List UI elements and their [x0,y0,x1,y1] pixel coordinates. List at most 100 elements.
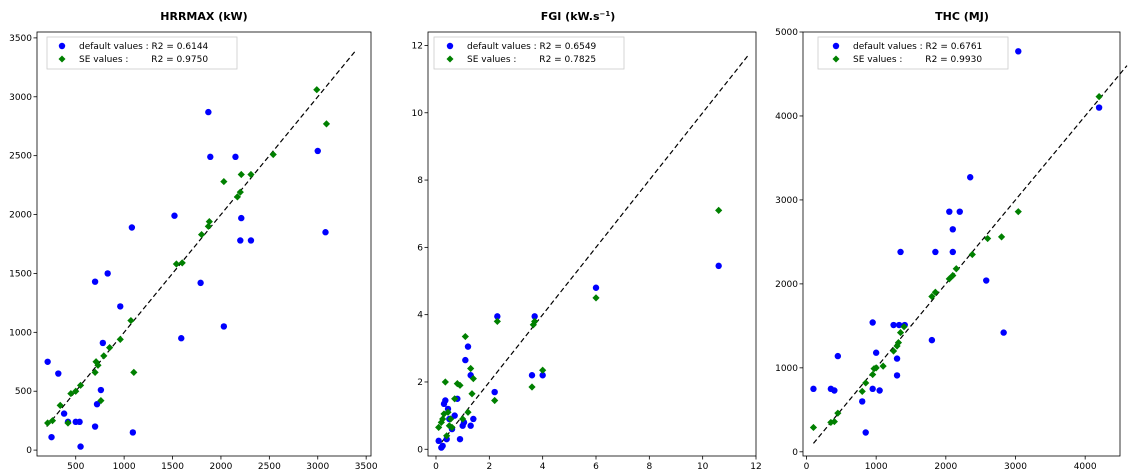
data-point-se [72,387,80,395]
data-point-default [207,153,214,161]
data-point-se [893,342,901,350]
data-point-default [715,262,722,270]
y-tick-label: 1500 [9,269,32,279]
x-tick-label: 0 [804,462,810,470]
data-point-se [91,368,99,376]
data-point-se [237,170,245,179]
y-tick-label: 3000 [775,196,798,206]
x-tick-label: 1000 [113,462,136,470]
data-point-se [106,344,114,352]
data-point-se [205,218,213,226]
x-tick-label: 2000 [209,462,232,470]
legend-label-default: default values : R2 = 0.6761 [853,42,982,52]
x-tick-label: 3000 [1004,462,1027,470]
data-point-se [889,347,898,355]
data-point-default [93,400,101,408]
data-point-se [439,415,447,423]
axis-ticks: 0 1000 2000 3000 4000 0 1000 2000 3000 4000 5000 [775,28,1097,470]
x-tick-label: 2 [486,462,492,470]
data-point-se [531,317,539,325]
data-point-se [97,397,105,405]
x-tick-label: 10 [697,462,709,470]
data-point-se [172,260,181,268]
data-point-se [872,364,880,372]
x-tick-label: 8 [646,462,652,470]
data-point-default [1000,329,1007,336]
x-tick-label: 4 [540,462,546,470]
y-tick-label: 1000 [9,328,32,338]
data-point-default [178,335,185,342]
data-point-se [204,222,212,230]
y-tick-label: 2500 [9,152,32,162]
data-point-se [76,381,85,389]
data-point-default [539,372,546,379]
data-point-se [236,188,244,196]
data-point-se [437,418,445,426]
data-point-se [968,250,976,259]
data-point-default [464,343,472,350]
data-point-se [453,380,461,388]
data-point-se [435,423,443,431]
data-point-default [869,385,876,393]
axis-ticks: 0 2 4 6 8 10 12 0 2 4 6 8 10 12 [412,41,762,470]
data-point-se [220,177,228,186]
data-point-se [467,364,475,373]
data-point-se [313,86,321,94]
y-tick-label: 3000 [9,93,32,103]
data-point-default [220,323,228,330]
y-tick-label: 2000 [775,280,798,290]
legend-label-se: SE values : R2 = 0.9930 [853,55,982,65]
data-point-se [464,408,472,416]
y-tick-label: 0 [417,445,423,455]
data-point-se [945,275,953,283]
data-point-default [462,356,469,364]
data-point-default [247,237,255,244]
data-point-se [444,408,452,416]
data-point-default [862,429,869,436]
data-point-default [456,435,464,443]
data-point-default [77,443,84,450]
chart-panel-hrrmax: HRRMAX (kW) 500 1000 1500 2000 2500 3000 3500 0… [9,10,378,470]
data-point-se [48,417,57,425]
data-point-se [528,383,536,391]
x-tick-label: 2000 [934,462,957,470]
data-marks [44,49,357,450]
data-point-default [470,415,477,423]
data-point-default [592,284,600,291]
data-point-se [827,418,835,427]
data-point-default [322,229,329,236]
data-marks [809,48,1128,444]
data-point-default [1095,104,1103,111]
plot-frame [427,31,757,457]
chart-title: THC (MJ) [935,10,989,23]
data-point-default [893,355,901,362]
data-point-default [897,248,904,256]
x-tick-label: 0 [433,462,439,470]
data-point-default [859,398,866,405]
legend-box [433,36,625,70]
y-tick-label: 4000 [775,112,798,122]
data-point-se [952,265,960,273]
identity-line [440,55,749,443]
data-point-default [932,248,939,256]
data-point-default [442,397,449,404]
data-point-se [456,381,464,389]
legend-marker-default [58,42,66,50]
data-point-se [984,234,992,243]
legend: default values : R2 = 0.6144 SE values :… [46,36,238,70]
data-point-se [997,233,1006,241]
data-point-se [451,395,459,403]
x-tick-label: 12 [750,462,761,470]
data-point-se [949,271,957,280]
legend-label-se: SE values : R2 = 0.9750 [79,55,208,65]
data-point-default [237,237,244,244]
data-point-default [872,349,880,356]
y-tick-label: 0 [26,446,32,456]
data-marks [435,55,749,451]
x-tick-label: 3500 [355,462,378,470]
chart-title: HRRMAX (kW) [160,10,247,23]
data-point-default [197,279,204,287]
data-point-se [491,396,499,405]
data-point-se [900,323,908,331]
data-point-default [91,278,99,285]
